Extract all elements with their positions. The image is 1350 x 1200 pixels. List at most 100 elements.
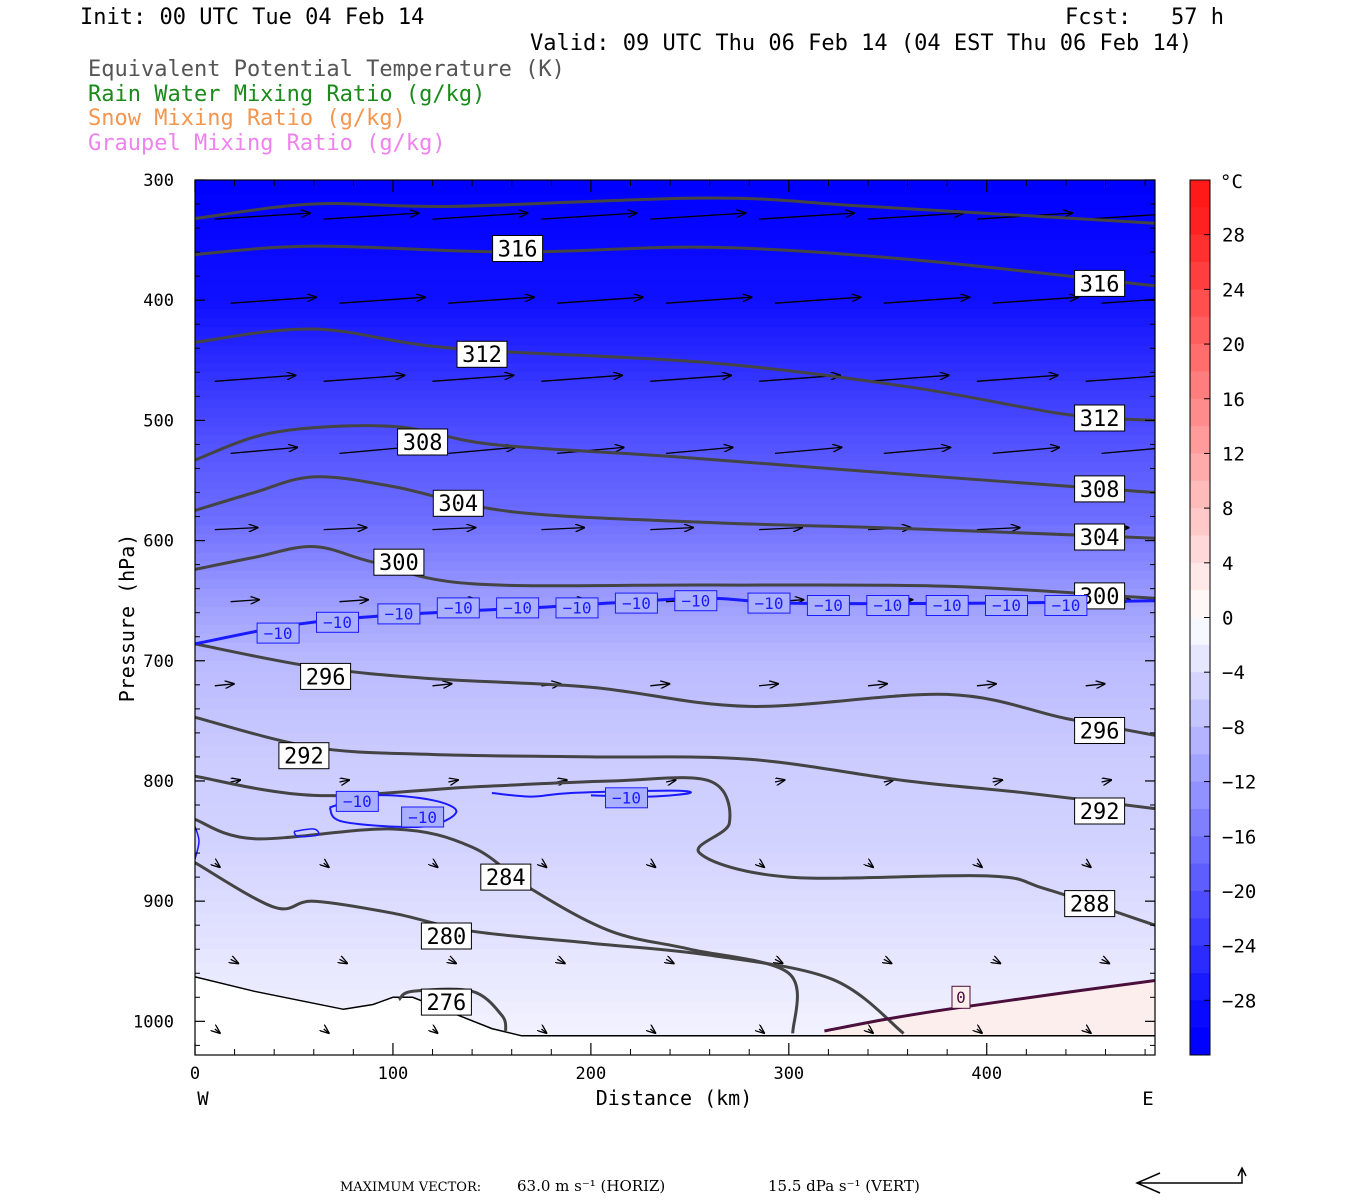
x-tick-label: 300: [773, 1064, 804, 1084]
isotherm-label-box: [674, 590, 718, 612]
init-time: Init: 00 UTC Tue 04 Feb 14: [80, 5, 425, 30]
temperature-band: [195, 327, 1155, 337]
temperature-band: [195, 180, 1155, 196]
temperature-band: [195, 453, 1155, 464]
temperature-band: [195, 817, 1155, 830]
theta-e-label-box: [373, 548, 425, 576]
terrain-line: [195, 976, 1155, 1037]
theta-e-label-box: [1074, 717, 1126, 744]
temperature-band: [195, 336, 1155, 347]
colorbar-swatch: [1190, 863, 1210, 892]
colorbar-tick-label: 8: [1222, 498, 1233, 520]
colorbar-unit: °C: [1220, 171, 1243, 193]
west-label: W: [197, 1088, 209, 1110]
colorbar-tick-label: 20: [1222, 334, 1245, 356]
wind-vector: [774, 297, 861, 304]
theta-e-label-box: [397, 428, 449, 456]
wind-vector: [215, 863, 220, 867]
temperature-band: [195, 381, 1155, 392]
colorbar-tick-label: 16: [1222, 389, 1245, 411]
theta-e-label-box: [1074, 269, 1126, 297]
colorbar-swatch: [1190, 453, 1210, 482]
wind-vector: [759, 528, 802, 530]
y-tick-label: 900: [143, 892, 174, 912]
temperature-band: [195, 633, 1155, 644]
theta-e-label: 316: [1080, 272, 1120, 297]
temperature-band: [195, 471, 1155, 482]
wind-vector: [324, 863, 329, 867]
legend-rain: Rain Water Mixing Ratio (g/kg): [88, 82, 486, 107]
wind-vector: [867, 684, 887, 686]
plot-frame: [194, 179, 1156, 1056]
temperature-band: [195, 732, 1155, 746]
wind-vector: [774, 780, 785, 782]
wind-vector: [323, 528, 367, 530]
isotherm-label: −10: [503, 599, 532, 618]
isotherm-label-box: [436, 597, 480, 619]
colorbar-swatch: [1190, 644, 1210, 673]
temperature-band: [195, 285, 1155, 301]
wind-vector: [340, 959, 348, 963]
theta-e-contour-308: [195, 424, 1155, 494]
temperature-band: [195, 853, 1155, 866]
x-tick-label: 200: [576, 1064, 607, 1084]
temperature-band: [195, 962, 1155, 977]
wind-vector: [432, 375, 514, 382]
wind-vector: [1102, 959, 1110, 963]
temperature-band: [195, 480, 1155, 491]
temperature-band: [195, 426, 1155, 437]
wind-vector: [992, 297, 1078, 304]
wind-vector: [230, 447, 298, 455]
temperature-band: [195, 841, 1155, 854]
colorbar-tick-label: −24: [1222, 936, 1256, 958]
temperature-band: [195, 435, 1155, 446]
terrain-mask: [195, 976, 1155, 1055]
colorbar-swatch: [1190, 289, 1210, 318]
wind-vector: [976, 375, 1058, 382]
temperature-band: [195, 552, 1155, 563]
colorbar-swatch: [1190, 890, 1210, 919]
isotherm-label-box: [605, 787, 648, 809]
colorbar-swatch: [1190, 672, 1210, 700]
theta-e-label-box: [1074, 797, 1126, 825]
wind-vector: [1085, 375, 1155, 382]
wind-vector: [650, 863, 655, 867]
colorbar-swatch: [1190, 1027, 1210, 1056]
colorbar-tick-label: 24: [1222, 279, 1245, 301]
theta-e-contour-292: [195, 715, 1155, 811]
y-tick-label: 1000: [133, 1012, 174, 1032]
x-tick-label: 0: [190, 1064, 200, 1084]
theta-e-label: 308: [403, 431, 443, 456]
theta-e-label: 296: [1080, 719, 1120, 744]
isotherm-minus10-pocket: [491, 789, 692, 798]
theta-e-label-box: [1074, 404, 1126, 432]
isotherm-label-box: [555, 597, 599, 619]
colorbar-tick-label: −20: [1222, 881, 1256, 903]
x-tick-label: 400: [971, 1064, 1002, 1084]
temperature-band: [195, 498, 1155, 509]
wind-vector: [977, 863, 982, 867]
wind-vector: [448, 780, 458, 782]
temperature-band: [195, 408, 1155, 419]
temperature-band: [195, 309, 1155, 319]
y-tick-label: 800: [143, 772, 174, 792]
wind-vector: [883, 297, 970, 304]
y-tick-label: 500: [143, 411, 174, 431]
temperature-band: [195, 672, 1155, 686]
y-axis-label: Pressure (hPa): [115, 534, 139, 703]
wind-vector: [868, 863, 873, 867]
colorbar-swatch: [1190, 726, 1210, 755]
valid-time: Valid: 09 UTC Thu 06 Feb 14 (04 EST Thu …: [530, 31, 1193, 56]
temperature-band: [195, 363, 1155, 374]
isotherm-label: −10: [814, 596, 843, 615]
wind-vector: [541, 528, 584, 530]
temperature-band: [195, 300, 1155, 310]
theta-e-contour-312: [195, 327, 1155, 422]
colorbar-tick-label: 28: [1222, 225, 1245, 247]
wind-vector: [993, 959, 1001, 963]
temperature-band: [195, 708, 1155, 722]
colorbar-swatch: [1190, 535, 1210, 564]
wind-vector: [339, 447, 407, 455]
theta-e-label: 288: [1070, 893, 1110, 918]
